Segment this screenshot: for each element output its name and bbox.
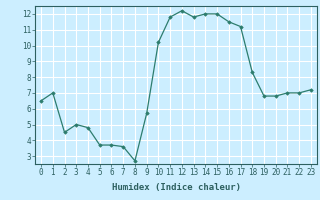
X-axis label: Humidex (Indice chaleur): Humidex (Indice chaleur) — [111, 183, 241, 192]
